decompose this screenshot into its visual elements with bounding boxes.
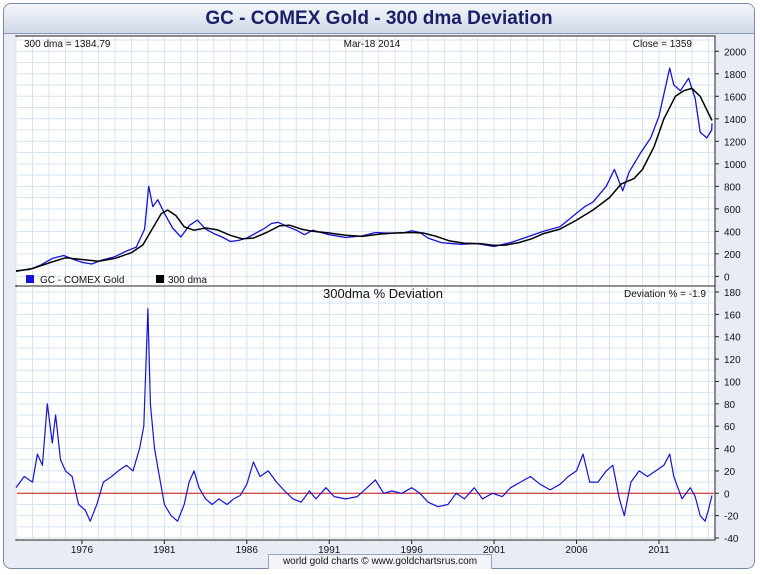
x-tick-label: 2011	[648, 545, 670, 556]
top-ytick-label: 1400	[724, 115, 747, 126]
x-tick-label: 1981	[153, 545, 176, 556]
top-info-center: Mar-18 2014	[344, 39, 401, 50]
bottom-panel-title: 300dma % Deviation	[323, 286, 443, 301]
top-ytick-label: 2000	[724, 47, 747, 58]
bottom-ytick-label: 80	[724, 400, 736, 411]
bottom-ytick-label: 0	[724, 489, 730, 500]
x-tick-label: 2001	[483, 545, 506, 556]
bottom-ytick-label: 160	[724, 310, 741, 321]
x-tick-label: 2006	[565, 545, 588, 556]
bottom-ytick-label: 120	[724, 355, 741, 366]
x-tick-label: 1986	[236, 545, 259, 556]
legend-label-gold: GC - COMEX Gold	[40, 275, 124, 286]
bottom-ytick-label: 100	[724, 377, 741, 388]
bottom-info-right: Deviation % = -1.9	[624, 289, 706, 300]
axis-labels: 0200400600800100012001400160018002000-40…	[71, 47, 747, 556]
deviation-line	[15, 308, 713, 522]
bottom-ytick-label: 40	[724, 445, 736, 456]
top-info-right: Close = 1359	[633, 39, 693, 50]
bottom-ytick-label: -40	[724, 534, 739, 545]
dma-300-line	[15, 87, 713, 273]
bottom-ytick-label: 20	[724, 467, 736, 478]
top-ytick-label: 800	[724, 182, 741, 193]
top-info-left: 300 dma = 1384.79	[24, 39, 111, 50]
grid	[15, 37, 714, 539]
top-ytick-label: 0	[724, 272, 730, 283]
legend-label-dma: 300 dma	[168, 275, 207, 286]
x-tick-label: 1976	[71, 545, 94, 556]
bottom-ytick-label: -20	[724, 512, 739, 523]
series-lines	[15, 67, 714, 522]
chart-title: GC - COMEX Gold - 300 dma Deviation	[205, 8, 553, 29]
legend-swatch-dma	[156, 275, 164, 283]
gold-price-line	[15, 67, 713, 272]
x-tick-label: 1996	[401, 545, 424, 556]
x-tick-label: 1991	[318, 545, 341, 556]
top-ytick-label: 1000	[724, 160, 747, 171]
top-ytick-label: 1600	[724, 92, 747, 103]
top-ytick-label: 400	[724, 227, 741, 238]
top-ytick-label: 600	[724, 205, 741, 216]
bottom-ytick-label: 140	[724, 333, 741, 344]
top-ytick-label: 1200	[724, 137, 747, 148]
bottom-panel	[15, 285, 716, 541]
top-ytick-label: 1800	[724, 70, 747, 81]
top-ytick-label: 200	[724, 250, 741, 261]
title-bar: GC - COMEX Gold - 300 dma Deviation	[4, 4, 754, 34]
legend-swatch-gold	[26, 275, 34, 283]
bottom-ytick-label: 60	[724, 422, 736, 433]
footer-credit: world gold charts © www.goldchartsrus.co…	[268, 554, 492, 569]
bottom-ytick-label: 180	[724, 288, 741, 299]
